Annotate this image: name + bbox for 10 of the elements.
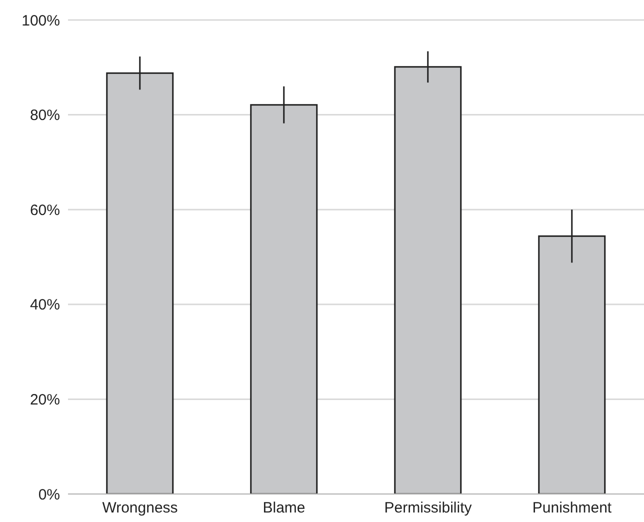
y-tick-label: 80% xyxy=(30,107,60,124)
x-tick-label: Wrongness xyxy=(102,500,178,517)
x-tick-label: Blame xyxy=(262,500,306,517)
x-tick-label: Punishment xyxy=(532,500,612,517)
y-tick-label: 100% xyxy=(22,12,60,30)
y-tick-label: 60% xyxy=(30,202,60,219)
y-tick-label: 0% xyxy=(38,486,60,504)
y-tick-label: 20% xyxy=(30,392,60,409)
x-tick-label: Permissibility xyxy=(384,500,472,517)
y-tick-label: 40% xyxy=(30,296,60,314)
